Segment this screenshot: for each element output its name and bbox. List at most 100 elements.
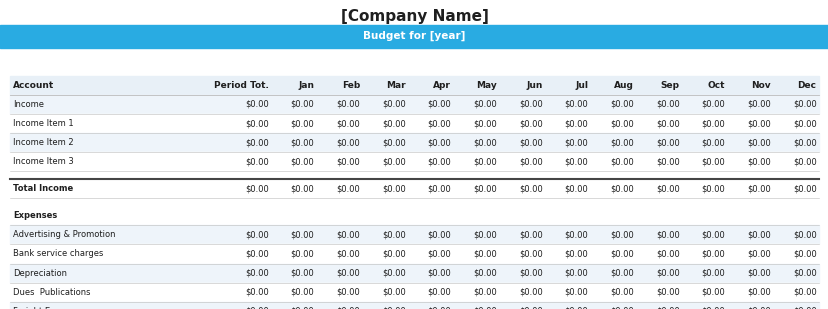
Text: $0.00: $0.00 <box>700 184 724 193</box>
Text: Dues  Publications: Dues Publications <box>13 288 90 297</box>
Text: Advertising & Promotion: Advertising & Promotion <box>13 230 116 239</box>
Text: $0.00: $0.00 <box>746 230 770 239</box>
Text: $0.00: $0.00 <box>700 249 724 259</box>
Text: Nov: Nov <box>750 81 770 90</box>
Text: Apr: Apr <box>433 81 450 90</box>
Text: Income Item 1: Income Item 1 <box>13 119 74 128</box>
Bar <box>10 264 818 283</box>
Text: $0.00: $0.00 <box>792 138 816 147</box>
Text: $0.00: $0.00 <box>564 138 588 147</box>
Bar <box>10 179 818 198</box>
Text: $0.00: $0.00 <box>564 249 588 259</box>
Text: $0.00: $0.00 <box>700 307 724 309</box>
Text: $0.00: $0.00 <box>336 288 359 297</box>
Text: $0.00: $0.00 <box>427 249 450 259</box>
Text: $0.00: $0.00 <box>655 184 679 193</box>
Text: $0.00: $0.00 <box>564 119 588 128</box>
Text: $0.00: $0.00 <box>382 249 405 259</box>
Text: $0.00: $0.00 <box>609 138 633 147</box>
Text: $0.00: $0.00 <box>746 100 770 109</box>
Bar <box>10 302 818 309</box>
Text: $0.00: $0.00 <box>518 249 542 259</box>
Text: $0.00: $0.00 <box>336 230 359 239</box>
Text: $0.00: $0.00 <box>564 100 588 109</box>
Text: $0.00: $0.00 <box>792 119 816 128</box>
Text: Account: Account <box>13 81 55 90</box>
Text: $0.00: $0.00 <box>700 288 724 297</box>
Text: $0.00: $0.00 <box>746 249 770 259</box>
Text: $0.00: $0.00 <box>473 100 496 109</box>
Text: $0.00: $0.00 <box>244 119 268 128</box>
Text: $0.00: $0.00 <box>655 100 679 109</box>
Text: $0.00: $0.00 <box>518 119 542 128</box>
Text: Mar: Mar <box>386 81 405 90</box>
Text: $0.00: $0.00 <box>746 288 770 297</box>
Text: $0.00: $0.00 <box>290 119 314 128</box>
Text: $0.00: $0.00 <box>427 288 450 297</box>
Text: $0.00: $0.00 <box>427 119 450 128</box>
Text: $0.00: $0.00 <box>564 307 588 309</box>
Text: Income Item 3: Income Item 3 <box>13 157 74 167</box>
Text: Sep: Sep <box>660 81 679 90</box>
Text: $0.00: $0.00 <box>382 230 405 239</box>
Text: Expenses: Expenses <box>13 211 57 220</box>
Text: $0.00: $0.00 <box>609 249 633 259</box>
Text: $0.00: $0.00 <box>746 157 770 167</box>
Text: $0.00: $0.00 <box>700 138 724 147</box>
Text: $0.00: $0.00 <box>700 269 724 278</box>
Text: $0.00: $0.00 <box>473 119 496 128</box>
Text: Jul: Jul <box>575 81 588 90</box>
Text: $0.00: $0.00 <box>518 138 542 147</box>
Text: May: May <box>475 81 496 90</box>
Text: $0.00: $0.00 <box>427 157 450 167</box>
Text: $0.00: $0.00 <box>244 184 268 193</box>
Bar <box>10 244 818 264</box>
Text: $0.00: $0.00 <box>290 269 314 278</box>
Text: $0.00: $0.00 <box>290 249 314 259</box>
Text: $0.00: $0.00 <box>518 288 542 297</box>
Text: Dec: Dec <box>797 81 816 90</box>
Text: $0.00: $0.00 <box>290 138 314 147</box>
Bar <box>10 206 818 225</box>
Text: $0.00: $0.00 <box>382 307 405 309</box>
Text: $0.00: $0.00 <box>473 230 496 239</box>
Text: $0.00: $0.00 <box>655 269 679 278</box>
Text: $0.00: $0.00 <box>290 184 314 193</box>
Text: $0.00: $0.00 <box>427 230 450 239</box>
Text: $0.00: $0.00 <box>564 184 588 193</box>
Text: $0.00: $0.00 <box>564 288 588 297</box>
Text: $0.00: $0.00 <box>473 269 496 278</box>
Text: $0.00: $0.00 <box>518 184 542 193</box>
Text: Oct: Oct <box>707 81 724 90</box>
Text: $0.00: $0.00 <box>290 307 314 309</box>
Text: Depreciation: Depreciation <box>13 269 67 278</box>
Text: $0.00: $0.00 <box>609 269 633 278</box>
Text: $0.00: $0.00 <box>655 119 679 128</box>
Text: $0.00: $0.00 <box>792 307 816 309</box>
Text: $0.00: $0.00 <box>609 307 633 309</box>
Text: $0.00: $0.00 <box>244 100 268 109</box>
Text: $0.00: $0.00 <box>655 288 679 297</box>
Text: $0.00: $0.00 <box>473 138 496 147</box>
Text: $0.00: $0.00 <box>746 269 770 278</box>
Text: $0.00: $0.00 <box>700 230 724 239</box>
Text: $0.00: $0.00 <box>382 100 405 109</box>
Text: Bank service charges: Bank service charges <box>13 249 104 259</box>
Text: $0.00: $0.00 <box>336 307 359 309</box>
Text: $0.00: $0.00 <box>564 157 588 167</box>
Text: $0.00: $0.00 <box>609 288 633 297</box>
Text: $0.00: $0.00 <box>382 138 405 147</box>
Text: $0.00: $0.00 <box>473 184 496 193</box>
Text: [Company Name]: [Company Name] <box>340 10 488 24</box>
Text: $0.00: $0.00 <box>382 269 405 278</box>
Text: $0.00: $0.00 <box>564 230 588 239</box>
Bar <box>10 95 818 114</box>
Text: $0.00: $0.00 <box>655 157 679 167</box>
Text: $0.00: $0.00 <box>655 249 679 259</box>
Text: $0.00: $0.00 <box>336 249 359 259</box>
Text: $0.00: $0.00 <box>746 138 770 147</box>
Text: $0.00: $0.00 <box>382 157 405 167</box>
Text: $0.00: $0.00 <box>518 269 542 278</box>
Text: $0.00: $0.00 <box>382 288 405 297</box>
Text: $0.00: $0.00 <box>746 307 770 309</box>
